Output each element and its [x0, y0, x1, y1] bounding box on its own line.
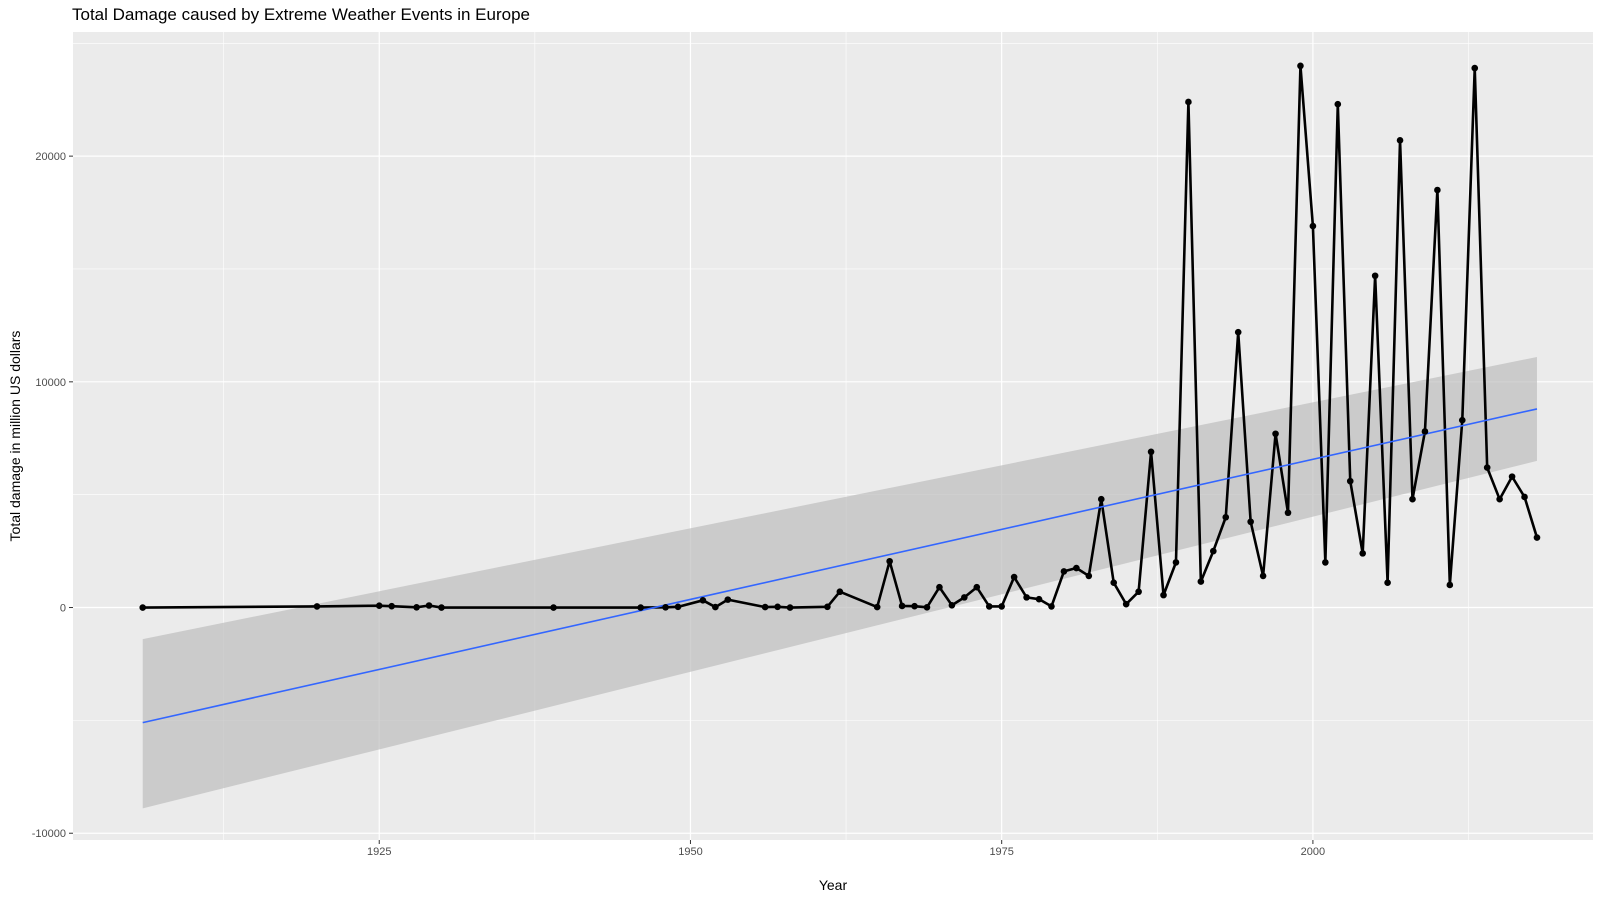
data-point: [425, 602, 433, 609]
data-point: [1185, 98, 1192, 106]
y-tick-label: 20000: [35, 151, 66, 163]
data-point: [1222, 513, 1230, 521]
data-point: [662, 604, 669, 611]
data-point: [139, 604, 147, 611]
data-point: [1396, 137, 1404, 144]
y-tick-label: -10000: [32, 828, 66, 840]
data-point: [1035, 595, 1043, 603]
data-point: [824, 603, 831, 611]
data-point: [1272, 430, 1279, 438]
data-point: [1371, 272, 1379, 280]
data-point: [1060, 568, 1068, 575]
data-point: [1384, 579, 1391, 587]
data-point: [313, 603, 321, 610]
data-point: [1309, 222, 1317, 230]
data-point: [724, 596, 732, 603]
data-point: [1458, 416, 1466, 424]
data-point: [1322, 559, 1329, 566]
data-point: [923, 604, 931, 611]
data-point: [1122, 600, 1130, 608]
data-point: [1533, 534, 1541, 541]
data-point: [637, 604, 644, 611]
trend-line: [142, 408, 1538, 724]
data-point: [550, 604, 557, 611]
data-point: [961, 594, 968, 601]
data-points: [139, 62, 1541, 611]
data-point: [786, 604, 794, 611]
data-point: [674, 603, 682, 611]
data-point: [1023, 594, 1030, 601]
data-point: [911, 602, 918, 610]
data-point: [985, 603, 993, 610]
data-point: [1508, 473, 1516, 480]
x-axis-ticks: 1925 1950 1975 2000: [367, 840, 1325, 858]
data-point: [1210, 547, 1217, 555]
y-tick-label: 10000: [35, 377, 66, 389]
x-axis-title: Year: [819, 877, 848, 893]
data-point: [1346, 477, 1354, 485]
data-point: [1135, 588, 1142, 596]
data-point: [936, 583, 943, 591]
data-point: [413, 604, 420, 611]
data-point: [1521, 493, 1528, 501]
x-tick-label: 1975: [989, 846, 1013, 858]
data-point: [438, 604, 445, 611]
data-point: [1172, 559, 1180, 566]
data-point: [1197, 578, 1205, 585]
data-point: [1147, 448, 1155, 456]
y-axis-title: Total damage in million US dollars: [7, 331, 23, 542]
data-point: [973, 583, 981, 591]
data-point: [1297, 62, 1304, 70]
data-point: [1409, 495, 1416, 503]
confidence-band: [142, 357, 1537, 809]
data-point: [1010, 573, 1018, 581]
data-point: [1247, 518, 1254, 526]
data-point: [1334, 100, 1342, 108]
data-point: [898, 602, 906, 610]
data-point: [886, 557, 893, 565]
x-tick-label: 2000: [1301, 846, 1325, 858]
data-point: [699, 597, 707, 604]
data-point: [1284, 509, 1292, 517]
data-point: [1359, 550, 1366, 557]
data-point: [873, 603, 881, 611]
data-point: [998, 603, 1005, 610]
data-point: [1110, 579, 1118, 587]
data-point: [948, 601, 956, 609]
data-point: [1259, 572, 1267, 580]
data-point: [1160, 591, 1167, 599]
data-point: [774, 603, 781, 611]
data-point: [1048, 603, 1055, 610]
data-point: [1496, 495, 1503, 503]
confidence-band-area: [142, 357, 1537, 809]
y-tick-label: 0: [60, 603, 66, 615]
x-tick-label: 1925: [367, 846, 391, 858]
data-point: [1483, 464, 1491, 471]
chart-title: Total Damage caused by Extreme Weather E…: [72, 5, 530, 24]
data-point: [1471, 64, 1479, 72]
data-point: [1085, 572, 1093, 580]
y-axis-ticks: -10000 0 10000 20000: [32, 151, 73, 840]
data-point: [388, 602, 395, 610]
data-point: [1446, 581, 1454, 589]
data-point: [761, 603, 769, 611]
x-tick-label: 1950: [678, 846, 702, 858]
data-point: [1434, 186, 1441, 194]
data-point: [375, 602, 383, 610]
trend-fit-line: [142, 408, 1538, 724]
data-point: [1421, 428, 1429, 435]
data-point: [712, 603, 719, 611]
data-point: [836, 588, 844, 596]
data-point: [1097, 495, 1105, 503]
data-point: [1234, 328, 1242, 336]
data-point: [1073, 564, 1080, 572]
